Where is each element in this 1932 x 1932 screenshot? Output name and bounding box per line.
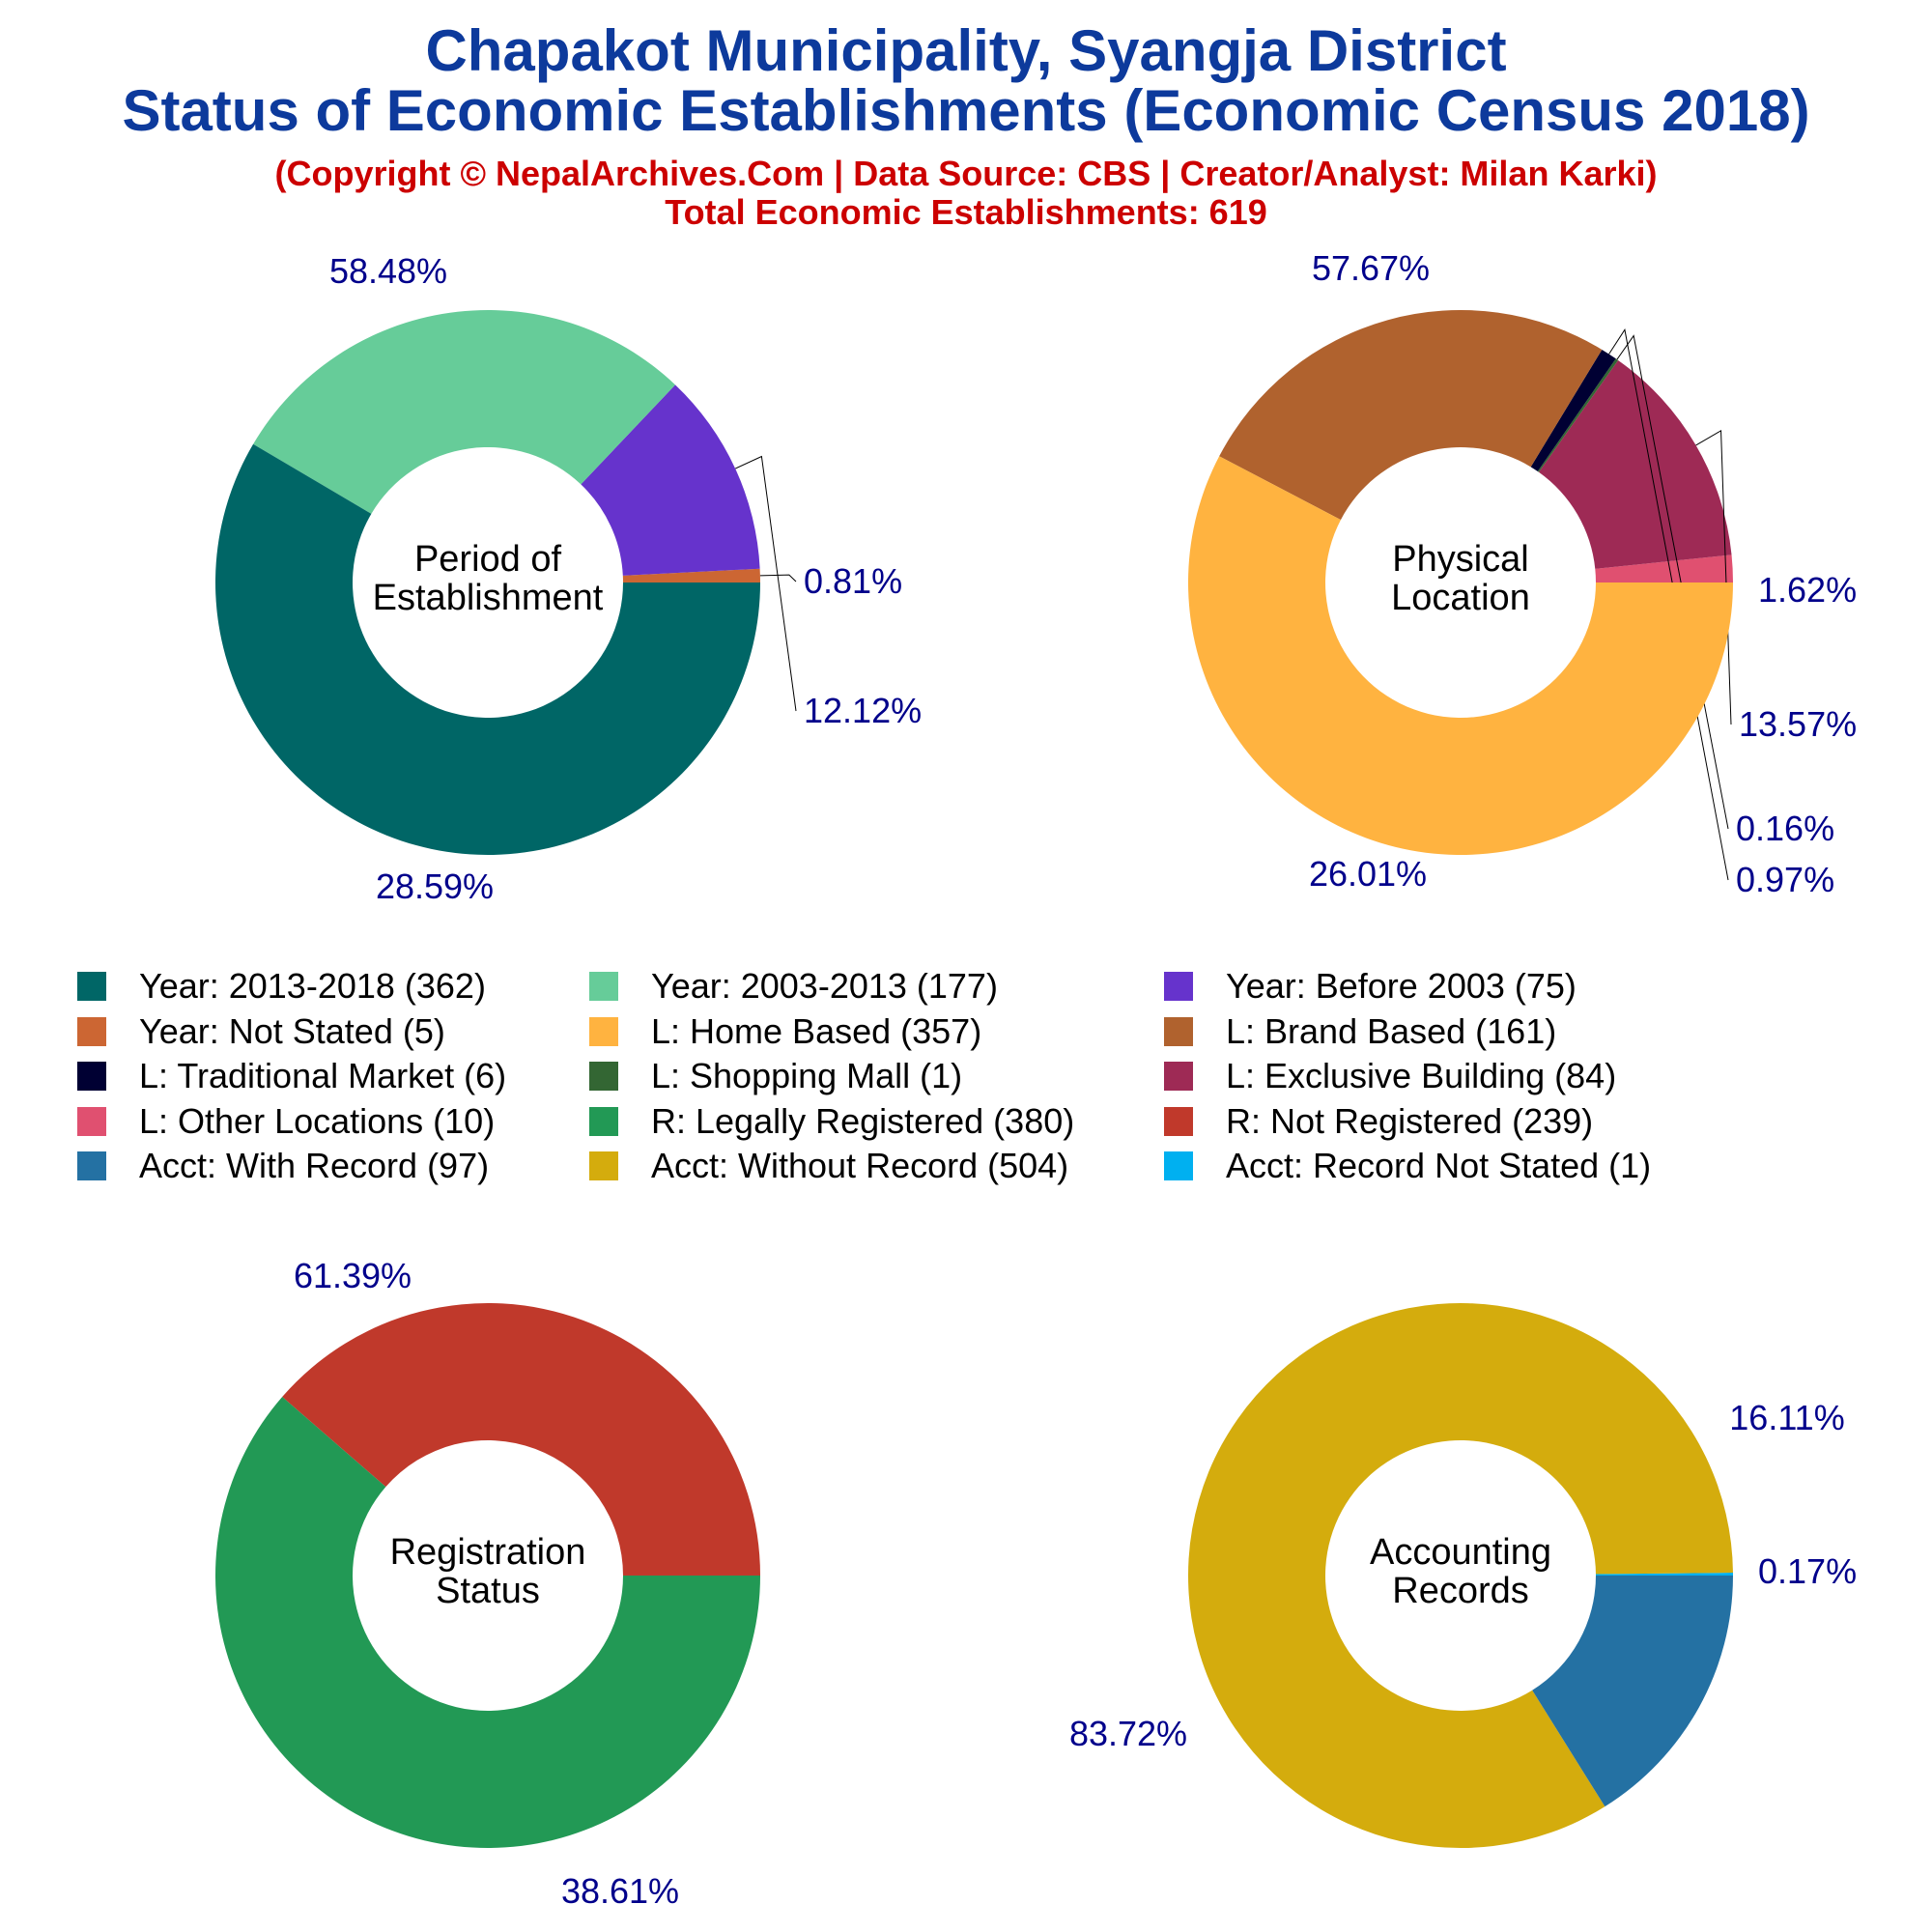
- slice-percent-label: 0.97%: [1736, 860, 1834, 899]
- donut-center-label: Period of: [414, 539, 562, 580]
- legend-label: Acct: Without Record (504): [651, 1146, 1069, 1185]
- legend-label: Year: 2003-2013 (177): [651, 966, 998, 1006]
- donut-slice: [253, 310, 676, 514]
- legend-item: Acct: With Record (97): [77, 1146, 489, 1186]
- slice-percent-label: 83.72%: [1069, 1714, 1187, 1753]
- donut-chart: 1.62% 13.57% 0.16% 0.97% 26.01% 57.67% Physica…: [1187, 248, 1857, 899]
- donut-slice: [215, 1396, 760, 1848]
- donut-slice: [1532, 1576, 1733, 1807]
- donut-slice: [1595, 1573, 1733, 1576]
- legend-label: Year: 2013-2018 (362): [139, 966, 486, 1006]
- chart-title-line2: Status of Economic Establishments (Econo…: [122, 78, 1810, 143]
- label-leader-line: [734, 455, 797, 712]
- legend-swatch: [1164, 1016, 1193, 1046]
- legend-item: L: Other Locations (10): [77, 1101, 495, 1142]
- legend-item: Year: Not Stated (5): [77, 1011, 445, 1052]
- slice-percent-label: 1.62%: [1758, 570, 1857, 610]
- legend-label: Year: Not Stated (5): [139, 1010, 445, 1051]
- legend-swatch: [589, 972, 618, 1001]
- donut-center-label: Physical: [1392, 539, 1529, 580]
- legend-swatch: [77, 1106, 106, 1136]
- total-establishments: Total Economic Establishments: 619: [665, 192, 1267, 232]
- legend-item: Year: 2003-2013 (177): [589, 966, 998, 1007]
- legend-swatch: [1164, 1062, 1193, 1091]
- donut-slice: [282, 1303, 760, 1576]
- donut-slice: [214, 443, 761, 856]
- slice-percent-label: 57.67%: [1312, 248, 1430, 288]
- donut-center-label: Establishment: [373, 578, 604, 618]
- legend-item: L: Traditional Market (6): [77, 1056, 506, 1096]
- legend-label: Year: Before 2003 (75): [1226, 966, 1577, 1006]
- chart-title-line1: Chapakot Municipality, Syangja District: [425, 18, 1507, 83]
- legend-item: Year: Before 2003 (75): [1164, 966, 1577, 1007]
- slice-percent-label: 0.17%: [1758, 1551, 1857, 1591]
- donut-slice: [1538, 359, 1732, 569]
- legend-label: Acct: Record Not Stated (1): [1226, 1146, 1652, 1185]
- legend-label: L: Exclusive Building (84): [1226, 1056, 1617, 1095]
- legend-swatch: [589, 1106, 618, 1136]
- slice-percent-label: 26.01%: [1309, 854, 1427, 894]
- donut-slice: [1530, 349, 1616, 471]
- donut-slice: [1219, 310, 1603, 521]
- slice-percent-label: 13.57%: [1739, 704, 1857, 744]
- donut-center-label: Location: [1391, 578, 1530, 618]
- slice-percent-label: 12.12%: [804, 691, 922, 730]
- slice-percent-label: 28.59%: [376, 867, 494, 906]
- slice-percent-label: 61.39%: [294, 1256, 412, 1295]
- legend-item: R: Not Registered (239): [1164, 1101, 1593, 1142]
- donut-center-label: Registration: [390, 1532, 586, 1573]
- legend-item: Acct: Record Not Stated (1): [1164, 1146, 1651, 1186]
- donut-slice: [1188, 1303, 1733, 1848]
- donut-center-label: Records: [1392, 1571, 1529, 1611]
- legend-item: L: Home Based (357): [589, 1011, 981, 1052]
- legend-swatch: [77, 1151, 106, 1180]
- slice-percent-label: 58.48%: [329, 251, 447, 291]
- legend-swatch: [77, 1062, 106, 1091]
- donut-center-label: Status: [436, 1571, 540, 1611]
- slice-percent-label: 16.11%: [1729, 1398, 1844, 1437]
- donut-slice: [1187, 456, 1733, 856]
- donut-slice: [1595, 554, 1733, 582]
- copyright-line: (Copyright © NepalArchives.Com | Data So…: [274, 154, 1658, 193]
- legend-swatch: [1164, 1151, 1193, 1180]
- legend-label: R: Not Registered (239): [1226, 1100, 1594, 1141]
- legend-label: Acct: With Record (97): [139, 1146, 490, 1185]
- legend-label: L: Home Based (357): [651, 1010, 982, 1051]
- donut-center-label: Accounting: [1370, 1532, 1551, 1573]
- legend-swatch: [1164, 972, 1193, 1001]
- legend-item: L: Brand Based (161): [1164, 1011, 1556, 1052]
- legend-label: L: Other Locations (10): [139, 1100, 496, 1141]
- legend-swatch: [1164, 1106, 1193, 1136]
- legend-label: L: Shopping Mall (1): [651, 1056, 963, 1095]
- slice-percent-label: 0.16%: [1736, 809, 1834, 848]
- legend-item: Acct: Without Record (504): [589, 1146, 1068, 1186]
- legend-item: R: Legally Registered (380): [589, 1101, 1074, 1142]
- donut-slice: [622, 568, 761, 582]
- slice-percent-label: 0.81%: [804, 561, 902, 601]
- legend-label: R: Legally Registered (380): [651, 1100, 1075, 1141]
- legend-swatch: [589, 1151, 618, 1180]
- legend-item: Year: 2013-2018 (362): [77, 966, 486, 1007]
- legend-item: L: Shopping Mall (1): [589, 1056, 962, 1096]
- label-leader-line: [759, 574, 797, 582]
- donut-slice: [1537, 358, 1619, 472]
- legend-swatch: [77, 972, 106, 1001]
- legend-swatch: [589, 1016, 618, 1046]
- donut-chart: 0.81% 12.12% 28.59% 58.48% Period ofEstablis…: [214, 251, 922, 906]
- legend-swatch: [77, 1016, 106, 1046]
- legend-item: L: Exclusive Building (84): [1164, 1056, 1616, 1096]
- slice-percent-label: 38.61%: [561, 1871, 679, 1911]
- donut-slice: [581, 384, 760, 576]
- legend-label: L: Brand Based (161): [1226, 1010, 1557, 1051]
- legend-label: L: Traditional Market (6): [139, 1056, 507, 1095]
- legend-swatch: [589, 1062, 618, 1091]
